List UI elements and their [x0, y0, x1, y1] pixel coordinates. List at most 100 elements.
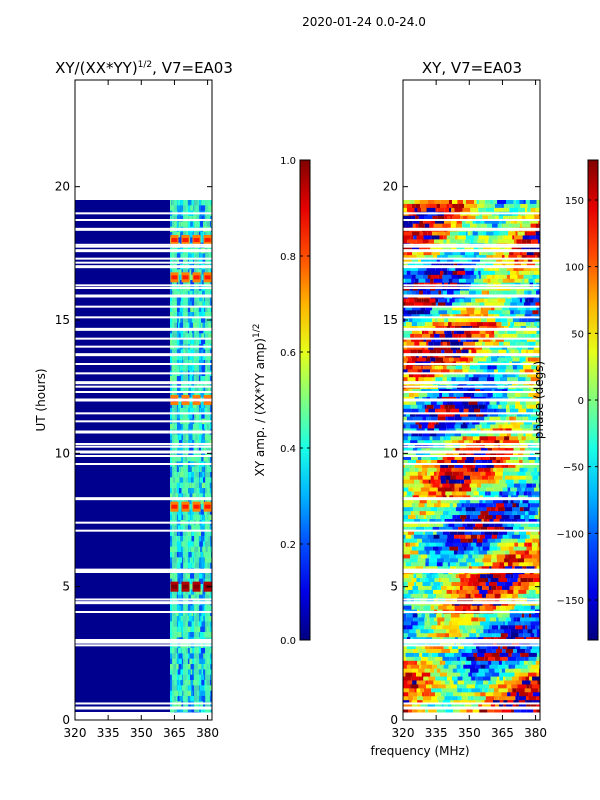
phase-cell — [530, 680, 538, 685]
phase-cell — [497, 645, 501, 650]
phase-cell — [446, 538, 454, 544]
phase-cell — [491, 479, 496, 485]
amplitude-cell — [177, 626, 182, 633]
phase-cell — [530, 503, 540, 508]
phase-cell — [494, 704, 499, 709]
amplitude-cell — [177, 573, 181, 580]
phase-cell — [403, 200, 410, 205]
phase-cell — [521, 239, 527, 244]
phase-cell — [447, 310, 452, 315]
amplitude-cell — [200, 216, 202, 222]
phase-cell — [458, 333, 462, 339]
phase-cell — [468, 373, 474, 378]
phase-cell — [479, 200, 485, 205]
data-gap-row — [75, 337, 212, 340]
amplitude-cell — [197, 306, 202, 313]
data-gap-row — [403, 601, 540, 605]
amplitude-cell — [201, 680, 205, 686]
phase-cell — [474, 266, 478, 272]
phase-cell — [484, 530, 493, 536]
data-gap-row — [75, 327, 212, 331]
phase-cell — [411, 456, 418, 461]
phase-cell — [417, 704, 421, 709]
phase-cell — [431, 515, 437, 520]
phase-cell — [412, 672, 417, 678]
phase-cell — [531, 542, 535, 548]
phase-cell — [417, 207, 422, 213]
amplitude-cell — [177, 621, 180, 628]
phase-cell — [463, 475, 471, 481]
phase-cell — [417, 696, 423, 701]
phase-cell — [481, 274, 487, 280]
phase-cell — [470, 329, 480, 335]
phase-cell — [452, 203, 459, 209]
phase-cell — [522, 235, 530, 240]
phase-cell — [535, 499, 540, 504]
phase-cell — [504, 582, 513, 587]
phase-cell — [405, 652, 415, 658]
phase-cell — [432, 306, 441, 311]
data-gap-row — [75, 287, 212, 289]
phase-cell — [438, 369, 441, 374]
phase-cell — [482, 558, 492, 563]
amplitude-cell — [186, 696, 191, 702]
amplitude-cell — [197, 674, 202, 681]
phase-cell — [445, 708, 454, 713]
phase-cell — [533, 270, 540, 276]
phase-cell — [512, 337, 521, 343]
phase-cell — [515, 392, 521, 398]
phase-cell — [512, 318, 520, 323]
phase-cell — [481, 251, 488, 256]
phase-cell — [508, 448, 514, 453]
amplitude-cell — [192, 632, 196, 638]
phase-cell — [413, 452, 416, 457]
phase-cell — [434, 511, 443, 516]
phase-cell — [403, 329, 412, 335]
data-gap-row — [403, 640, 540, 644]
phase-cell — [429, 617, 434, 622]
phase-cell — [460, 629, 463, 634]
phase-cell — [536, 203, 540, 209]
phase-cell — [506, 684, 512, 689]
phase-cell — [414, 298, 417, 303]
phase-cell — [461, 660, 466, 666]
amplitude-cell — [178, 674, 183, 681]
phase-cell — [448, 200, 453, 205]
phase-cell — [496, 436, 505, 441]
phase-cell — [447, 704, 452, 709]
amplitude-cell — [191, 365, 195, 372]
phase-cell — [527, 578, 534, 583]
phase-cell — [454, 534, 460, 540]
phase-cell — [464, 526, 474, 532]
amplitude-cell — [203, 578, 205, 585]
phase-cell — [416, 239, 423, 244]
phase-cell — [537, 357, 540, 362]
phase-cell — [419, 329, 423, 335]
amplitude-cell — [187, 578, 192, 585]
phase-cell — [464, 680, 472, 685]
phase-cell — [417, 440, 425, 445]
phase-cell — [517, 593, 523, 599]
phase-cell — [426, 290, 431, 296]
phase-cell — [445, 333, 453, 339]
phase-cell — [530, 322, 535, 327]
phase-cell — [469, 365, 478, 370]
phase-cell — [456, 373, 462, 378]
phase-cell — [519, 231, 525, 236]
phase-cell — [462, 365, 467, 370]
phase-cell — [485, 696, 495, 701]
phase-cell — [462, 448, 468, 453]
phase-cell — [403, 259, 412, 264]
phase-cell — [461, 692, 467, 697]
phase-cell — [502, 333, 509, 339]
phase-cell — [451, 377, 456, 382]
phase-cell — [415, 215, 419, 221]
phase-cell — [418, 542, 422, 548]
amplitude-cell — [190, 386, 195, 393]
phase-cell — [489, 617, 497, 622]
amplitude-cell — [177, 472, 180, 478]
phase-cell — [470, 231, 473, 236]
phase-cell — [488, 239, 493, 244]
data-gap-row — [403, 385, 540, 388]
amplitude-cell — [202, 290, 205, 297]
